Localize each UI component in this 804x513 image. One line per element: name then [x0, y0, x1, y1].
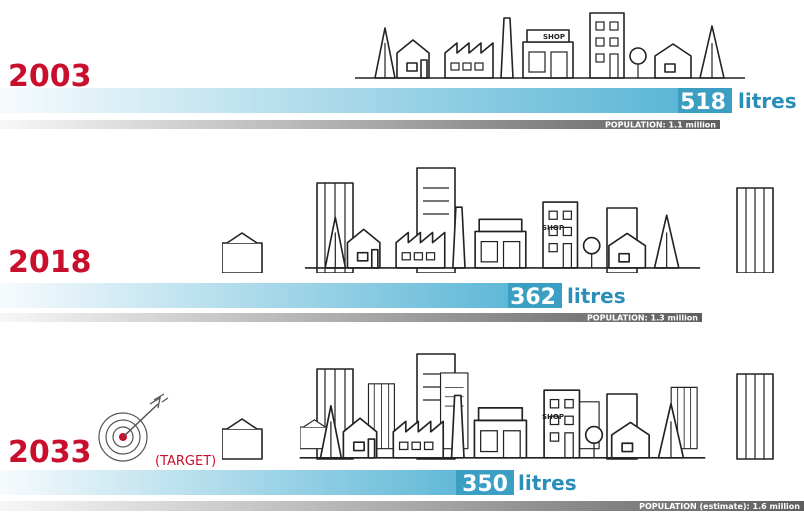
value-box — [678, 88, 732, 113]
shop-sign: SHOP — [543, 33, 565, 41]
unit: litres — [518, 471, 577, 495]
value-box — [456, 470, 514, 495]
target-icon — [98, 393, 169, 462]
consumption-bar — [0, 470, 514, 495]
population-bar — [0, 501, 804, 511]
population: POPULATION: 1.1 million — [605, 121, 716, 130]
value: 350 — [462, 472, 508, 497]
population: POPULATION: 1.3 million — [587, 314, 698, 323]
city-illustration — [355, 12, 745, 79]
year: 2033 — [8, 435, 92, 470]
city-illustration — [298, 389, 707, 459]
population-bar — [0, 120, 720, 129]
shop-sign: SHOP — [542, 413, 564, 421]
unit: litres — [567, 284, 626, 308]
consumption-bar — [0, 283, 562, 308]
population-bar — [0, 313, 702, 322]
target-label: (TARGET) — [155, 454, 216, 469]
value-box — [508, 283, 562, 308]
value: 518 — [680, 90, 726, 115]
unit: litres — [738, 89, 797, 113]
consumption-bar — [0, 88, 732, 113]
city-illustration — [303, 200, 702, 270]
shop-sign: SHOP — [542, 224, 564, 232]
year: 2018 — [8, 245, 92, 280]
population: POPULATION (estimate): 1.6 million — [639, 502, 800, 511]
value: 362 — [510, 285, 556, 310]
